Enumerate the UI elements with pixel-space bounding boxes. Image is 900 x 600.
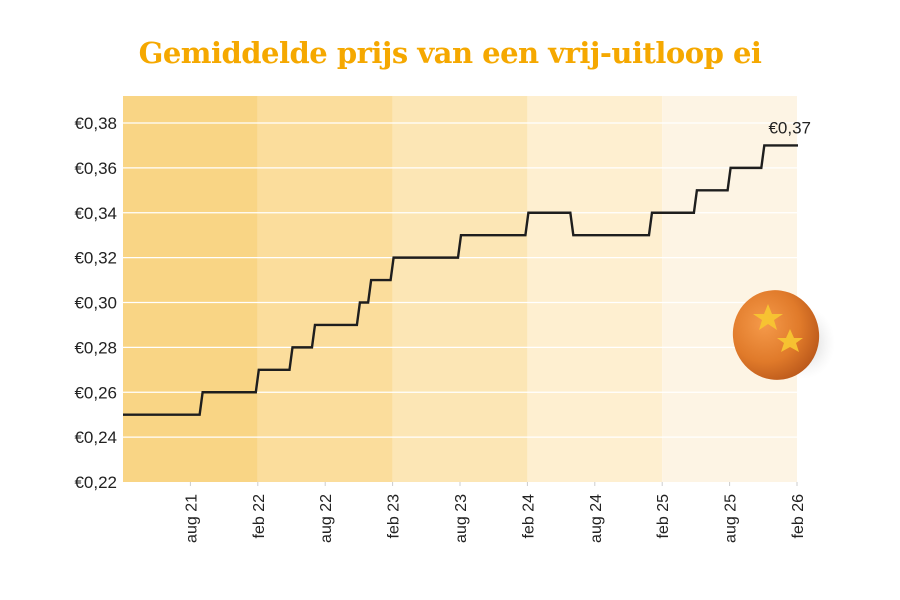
y-axis-labels: €0,22 €0,24 €0,26 €0,28 €0,30 €0,32 €0,34 €0,36… <box>74 114 117 492</box>
x-tick-label: aug 25 <box>723 494 740 543</box>
background-bands <box>123 96 797 482</box>
background-band <box>392 96 528 482</box>
y-tick-label: €0,26 <box>74 383 117 402</box>
last-value-label: €0,37 <box>768 118 811 137</box>
price-step-line <box>123 144 798 416</box>
star-icon <box>777 329 803 352</box>
y-tick-label: €0,38 <box>74 114 117 133</box>
x-tick-label: feb 24 <box>520 494 537 539</box>
x-tick-label: feb 26 <box>790 494 807 539</box>
background-band <box>662 96 797 482</box>
x-tick-label: feb 22 <box>251 494 268 539</box>
egg-icon <box>732 290 835 380</box>
x-tick-label: aug 22 <box>318 494 335 543</box>
x-tick-label: aug 24 <box>588 494 605 543</box>
y-tick-label: €0,28 <box>74 338 117 357</box>
x-tick-label: feb 25 <box>655 494 672 539</box>
x-tick-label: aug 21 <box>183 494 200 543</box>
y-tick-label: €0,30 <box>74 294 117 313</box>
x-tick-label: feb 23 <box>386 494 403 539</box>
background-band <box>257 96 393 482</box>
star-icon <box>753 304 783 330</box>
y-tick-label: €0,34 <box>74 204 117 223</box>
chart-title: Gemiddelde prijs van een vrij-uitloop ei <box>138 36 762 70</box>
y-tick-label: €0,22 <box>74 473 117 492</box>
background-band <box>527 96 663 482</box>
y-tick-label: €0,36 <box>74 159 117 178</box>
y-tick-label: €0,24 <box>74 428 117 447</box>
y-tick-label: €0,32 <box>74 249 117 268</box>
x-tick-label: aug 23 <box>453 494 470 543</box>
x-axis-labels: aug 21 feb 22 aug 22 feb 23 aug 23 feb 24 aug … <box>183 482 807 543</box>
background-band <box>123 96 258 482</box>
